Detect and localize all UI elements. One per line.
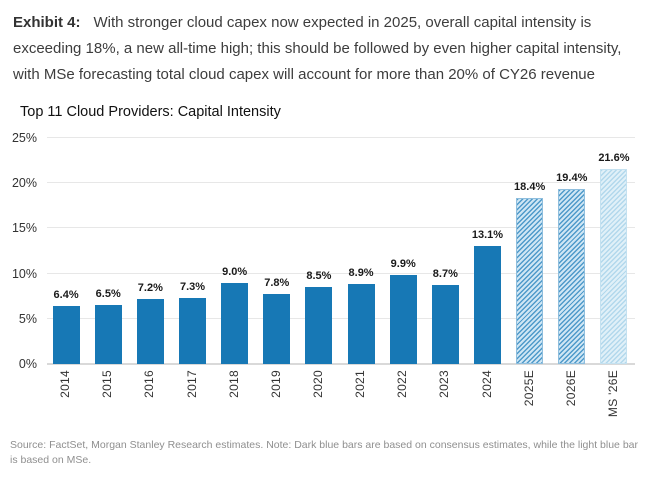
gridline-15% — [47, 227, 635, 229]
x-label-2023: 2023 — [437, 370, 452, 398]
value-label-2014: 6.4% — [53, 289, 79, 302]
y-tick-label-20%: 20% — [11, 176, 37, 191]
x-label-2018: 2018 — [226, 370, 241, 398]
gridline-5% — [47, 317, 635, 319]
x-axis-line — [47, 363, 635, 365]
y-tick-label-10%: 10% — [11, 266, 37, 281]
x-label-2022: 2022 — [395, 370, 410, 398]
bar-2024 — [474, 245, 501, 364]
value-label-2025E: 18.4% — [514, 180, 546, 193]
gridline-10% — [47, 272, 635, 274]
gridline-25% — [47, 137, 635, 138]
y-tick-label-15%: 15% — [11, 221, 37, 236]
x-label-2021: 2021 — [353, 370, 368, 398]
exhibit-text: With stronger cloud capex now expected i… — [13, 14, 622, 83]
bar-2021 — [347, 283, 375, 364]
x-label-2015: 2015 — [100, 370, 115, 398]
x-label-2026E: 2026E — [563, 370, 578, 407]
value-label-2019: 7.8% — [264, 276, 290, 289]
y-tick-label-25%: 25% — [11, 131, 37, 145]
bar-MS '26E — [600, 168, 628, 364]
capital-intensity-chart: Top 11 Cloud Providers: Capital Intensit… — [0, 104, 647, 426]
y-tick-label-5%: 5% — [18, 311, 37, 326]
bar-2018 — [221, 282, 249, 364]
value-label-2023: 8.7% — [432, 268, 458, 281]
bar-2017 — [179, 298, 206, 364]
value-label-2018: 9.0% — [222, 265, 248, 278]
gridline-20% — [47, 182, 635, 184]
x-label-2025E: 2025E — [521, 370, 536, 407]
x-label-2019: 2019 — [268, 370, 283, 398]
x-label-2017: 2017 — [184, 370, 199, 398]
bar-2019 — [263, 293, 291, 364]
x-label-2024: 2024 — [479, 370, 494, 398]
bar-2020 — [305, 287, 333, 364]
value-label-2016: 7.2% — [137, 281, 163, 294]
x-axis-labels: 2014 2015 2016 2017 2018 2019 2020 2021 2022 2023… — [45, 364, 635, 426]
bar-2022 — [389, 274, 417, 364]
y-tick-label-0%: 0% — [18, 357, 37, 371]
value-label-2017: 7.3% — [179, 281, 206, 294]
value-label-2022: 9.9% — [390, 257, 416, 270]
value-label-2015: 6.5% — [95, 288, 121, 301]
value-label-MS '26E: 21.6% — [598, 151, 630, 164]
value-label-2021: 8.9% — [348, 266, 374, 279]
chart-title: Top 11 Cloud Providers: Capital Intensit… — [20, 104, 281, 120]
x-label-2014: 2014 — [58, 370, 73, 398]
source-note: Source: FactSet, Morgan Stanley Research… — [10, 439, 638, 466]
bar-2026E — [558, 188, 586, 364]
value-label-2026E: 19.4% — [556, 171, 588, 184]
x-label-MS '26E: MS '26E — [605, 370, 620, 418]
bar-2014 — [52, 306, 80, 364]
plot-area: 0% 5% 10% 15% 20% 25% 6.4% 6.5% 7.2% 7.3% 9.0% 7.8%… — [12, 131, 635, 371]
x-label-2016: 2016 — [142, 370, 157, 398]
x-label-2020: 2020 — [310, 370, 325, 398]
bar-2015 — [94, 305, 122, 364]
exhibit-number-label: Exhibit 4: — [13, 14, 81, 31]
bar-2023 — [431, 285, 459, 364]
bar-2016 — [136, 298, 164, 364]
exhibit-caption: Exhibit 4: With stronger cloud capex now … — [13, 10, 635, 88]
bar-2025E — [516, 197, 544, 364]
page: Exhibit 4: With stronger cloud capex now … — [0, 10, 647, 501]
value-label-2024: 13.1% — [471, 228, 504, 241]
value-label-2020: 8.5% — [306, 270, 332, 283]
